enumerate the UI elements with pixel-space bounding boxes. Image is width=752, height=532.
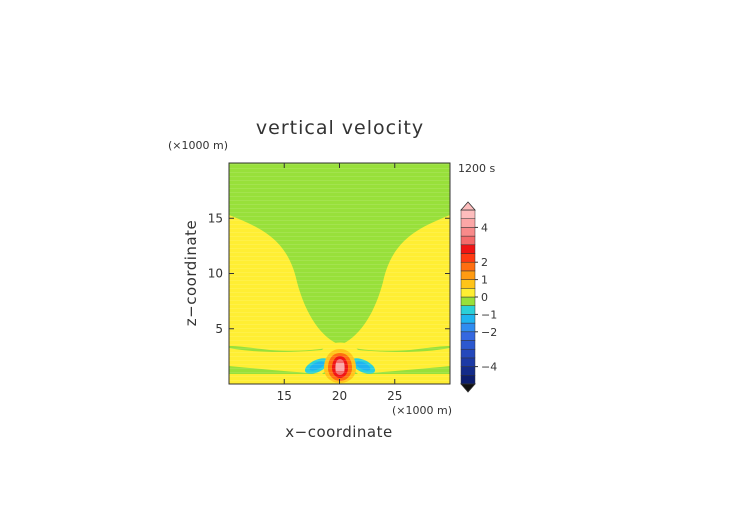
- colorbar-level: [460, 305, 476, 315]
- colorbar-tick-label: −1: [481, 308, 497, 321]
- y-axis-label: z−coordinate: [182, 220, 200, 326]
- colorbar-top-triangle: [460, 201, 476, 211]
- colorbar: 4 2 1 0 −1 −2 −4: [460, 201, 497, 393]
- x-tick-label: 20: [332, 389, 347, 403]
- y-tick-label: 10: [208, 267, 223, 281]
- x-tick-label: 15: [277, 389, 292, 403]
- field-scanlines: [229, 163, 450, 384]
- colorbar-level: [460, 296, 476, 306]
- colorbar-tick-label: 4: [481, 221, 488, 234]
- colorbar-level: [460, 218, 476, 228]
- colorbar-level: [460, 270, 476, 280]
- colorbar-level: [460, 375, 476, 385]
- velocity-field: [229, 163, 450, 384]
- colorbar-level: [460, 288, 476, 298]
- colorbar-level: [460, 357, 476, 367]
- colorbar-level: [460, 261, 476, 272]
- colorbar-level: [460, 244, 476, 254]
- y-tick-label: 5: [215, 322, 223, 336]
- chart-title: vertical velocity: [256, 117, 424, 139]
- colorbar-level: [460, 331, 476, 341]
- colorbar-level: [460, 366, 476, 376]
- colorbar-tick-label: 0: [481, 291, 488, 304]
- colorbar-level: [460, 322, 476, 333]
- colorbar-tick-label: 1: [481, 274, 488, 287]
- y-unit-label: (×1000 m): [168, 139, 228, 152]
- colorbar-level: [460, 227, 476, 237]
- colorbar-level: [460, 253, 476, 263]
- colorbar-level: [460, 340, 476, 350]
- colorbar-tick-label: 2: [481, 256, 488, 269]
- y-axis-ticks: 5 10 15: [208, 211, 450, 336]
- colorbar-level: [460, 348, 476, 359]
- time-label: 1200 s: [458, 162, 495, 175]
- colorbar-level: [460, 209, 476, 219]
- x-unit-label: (×1000 m): [392, 404, 452, 417]
- colorbar-bottom-triangle: [460, 383, 476, 393]
- colorbar-tick-label: −4: [481, 361, 497, 374]
- x-tick-label: 25: [387, 389, 402, 403]
- y-tick-label: 15: [208, 211, 223, 225]
- colorbar-level: [460, 279, 476, 289]
- x-axis-ticks: 15 20 25: [277, 163, 402, 403]
- colorbar-level: [460, 314, 476, 324]
- colorbar-tick-label: −2: [481, 326, 497, 339]
- x-axis-label: x−coordinate: [285, 423, 392, 441]
- colorbar-level: [460, 235, 476, 246]
